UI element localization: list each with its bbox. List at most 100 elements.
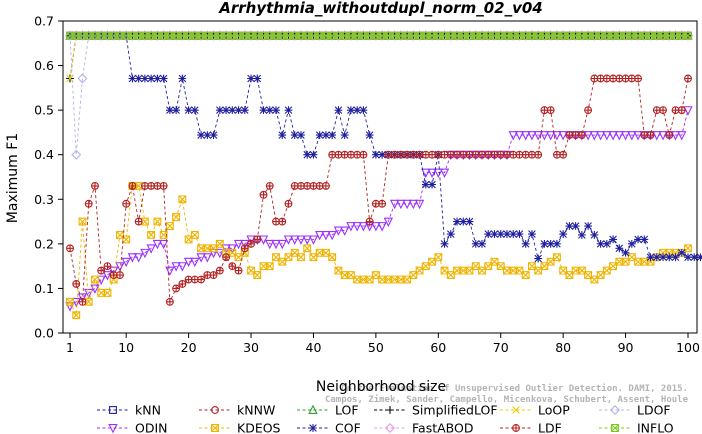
kdeos-point — [590, 275, 599, 284]
odin-point — [321, 230, 331, 241]
kdeos-point — [534, 266, 543, 275]
kdeos-point — [684, 244, 692, 253]
series-layer — [65, 30, 702, 320]
y-tick-label: 0.4 — [34, 147, 54, 162]
odin-point — [146, 244, 156, 254]
x-tick-label: 30 — [243, 340, 259, 355]
kdeos-point — [609, 262, 618, 271]
ldf-point — [577, 131, 586, 139]
cof-point — [297, 131, 305, 140]
kdeos-point — [91, 275, 99, 284]
legend-label: LoOP — [538, 403, 570, 418]
kdeos-point — [228, 248, 237, 257]
cof-point — [347, 106, 355, 115]
x-tick-label: 10 — [118, 340, 134, 355]
y-tick-label: 0.3 — [34, 192, 54, 207]
kdeos-point — [66, 297, 74, 306]
odin-point — [115, 262, 125, 272]
odin-point — [196, 253, 206, 263]
kdeos-point — [446, 271, 455, 280]
x-tick-label: 50 — [368, 340, 384, 355]
kdeos-point — [371, 271, 380, 280]
odin-line — [69, 110, 689, 307]
cof-point — [453, 217, 461, 226]
y-tick-label: 0.6 — [34, 58, 54, 73]
ldf-line — [69, 78, 689, 302]
odin-point — [346, 222, 356, 232]
kdeos-point — [278, 257, 287, 266]
kdeos-point — [122, 235, 131, 244]
cof-point — [428, 180, 436, 189]
odin-point — [421, 168, 431, 178]
cof-point — [153, 74, 162, 83]
kdeos-point — [596, 271, 605, 280]
kdeos-point — [346, 271, 355, 280]
odin-point — [396, 199, 406, 210]
ldf-point — [259, 190, 268, 199]
ldf-point — [178, 280, 187, 288]
x-tick-label: 1 — [66, 340, 74, 355]
kdeos-point — [247, 266, 255, 275]
odin-point — [171, 262, 181, 272]
odin-point — [102, 271, 113, 281]
cof-point — [490, 230, 499, 238]
odin-point — [333, 226, 344, 236]
ldf-point — [234, 266, 243, 275]
legend-marker — [109, 406, 117, 414]
cof-point — [365, 131, 374, 140]
cof-point — [309, 150, 318, 159]
kdeos-point — [234, 253, 243, 262]
ldf-point — [634, 74, 643, 83]
cof-point — [484, 230, 493, 238]
kdeos-point — [621, 257, 630, 266]
plot-frame — [62, 20, 698, 334]
kdeos-point — [434, 253, 443, 262]
legend-item-cof: COF — [297, 421, 361, 434]
kdeos-point — [147, 230, 156, 239]
ldf-point — [66, 244, 74, 253]
odin-point — [558, 131, 568, 141]
cof-point — [303, 150, 312, 159]
ldf-point — [103, 262, 112, 271]
x-tick-label: 40 — [306, 340, 322, 355]
cof-point — [234, 106, 243, 115]
legend-label: LOF — [335, 403, 359, 418]
ldf-point — [247, 239, 255, 248]
odin-point — [190, 257, 200, 268]
odin-point — [90, 284, 100, 294]
x-tick-label: 80 — [555, 340, 571, 355]
odin-point — [183, 257, 194, 268]
odin-point — [389, 199, 400, 210]
cof-point — [190, 106, 199, 115]
kdeos-point — [309, 253, 318, 262]
cof-point — [459, 217, 468, 226]
odin-point — [652, 131, 662, 141]
ldof-point — [71, 149, 82, 160]
kdeos-point — [552, 253, 561, 262]
odin-point — [552, 131, 562, 141]
ldf-point — [534, 150, 543, 159]
legend-item-ldof: LDOF — [599, 403, 671, 418]
odin-point — [414, 199, 425, 210]
cof-point — [134, 74, 143, 83]
cof-point — [590, 231, 599, 239]
cof-point — [496, 230, 505, 238]
ldf-point — [134, 217, 143, 226]
cof-point — [553, 239, 561, 248]
odin-point — [545, 131, 556, 141]
cof-point — [172, 106, 181, 115]
ldf-point — [559, 150, 568, 159]
legend: kNN kNNW LOF SimplifiedLOF LoOP LDOF ODIN KDEOS… — [97, 403, 674, 434]
kdeos-point — [559, 266, 568, 275]
odin-point — [233, 239, 244, 250]
x-tick-label: 90 — [618, 340, 634, 355]
cof-point — [328, 131, 337, 140]
odin-point — [670, 131, 681, 141]
kdeos-point — [253, 271, 262, 280]
cof-point — [240, 106, 249, 115]
cof-point — [378, 150, 387, 159]
ldf-point — [359, 150, 368, 159]
odin-point — [620, 131, 631, 141]
odin-point — [290, 235, 300, 245]
x-tick-label: 70 — [493, 340, 509, 355]
